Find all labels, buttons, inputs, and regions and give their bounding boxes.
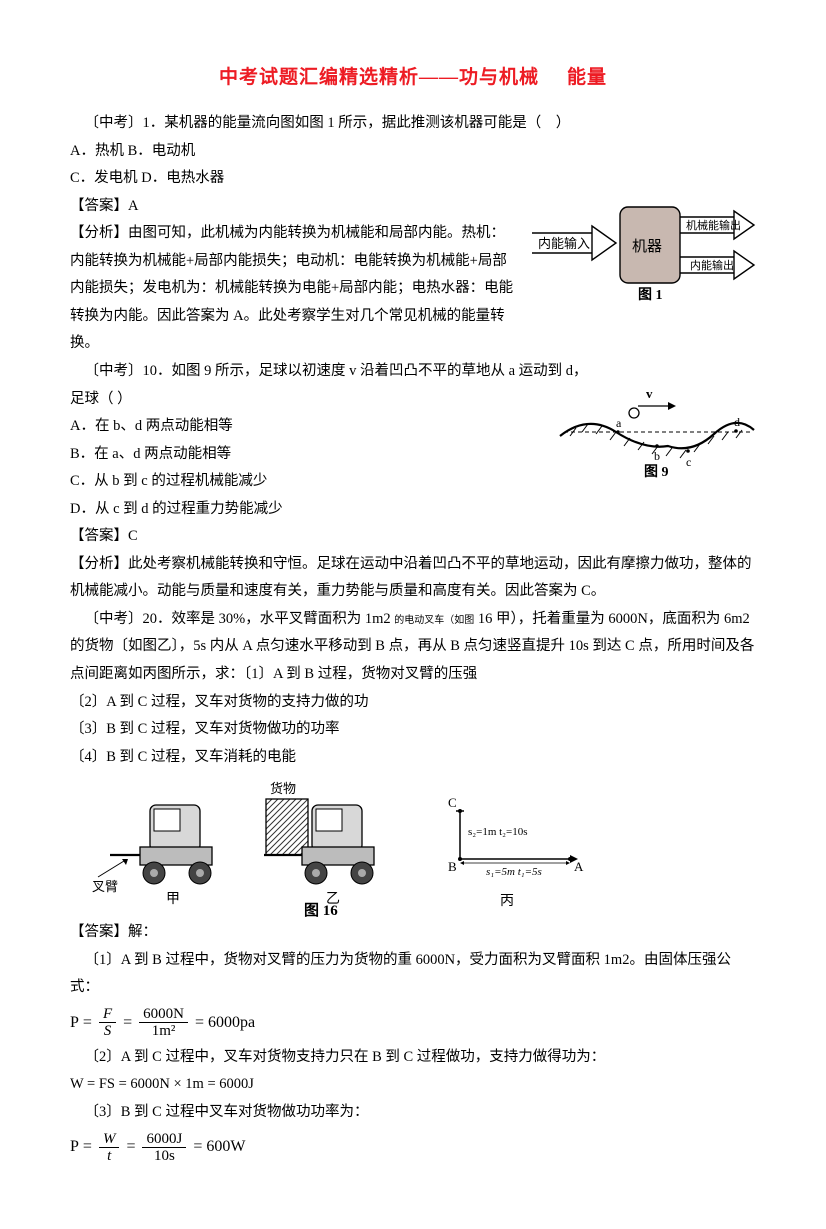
q20-sub2: 〔2〕A 到 C 过程，叉车对货物的支持力做的功	[70, 689, 756, 717]
q1-stem: 〔中考〕1．某机器的能量流向图如图 1 所示，据此推测该机器可能是（ ）	[70, 110, 756, 138]
q20-eq1: P = F S = 6000N 1m² = 6000pa	[70, 1006, 756, 1040]
svg-text:a: a	[616, 416, 622, 430]
fig16-jia: 甲	[166, 892, 180, 907]
q20-eq3: P = W t = 6000J 10s = 600W	[70, 1131, 756, 1165]
fig16-caption: 图 16	[304, 902, 338, 917]
fig16-chabi: 叉臂	[92, 879, 118, 894]
title-part2: 能量	[567, 67, 607, 88]
q10-stem: 〔中考〕10．如图 9 所示，足球以初速度 v 沿着凹凸不平的草地从 a 运动到…	[70, 358, 756, 386]
q20-ans-head: 【答案】解：	[70, 919, 756, 947]
fig1-box-label: 机器	[632, 238, 662, 255]
fig9-caption: 图 9	[644, 464, 669, 478]
fig1-in-label: 内能输入	[538, 236, 590, 251]
figure-1: 内能输入 机器 机械能输出 内能输出 图 1	[528, 193, 756, 303]
fig1-out1: 机械能输出	[686, 218, 741, 232]
fig9-v: v	[646, 386, 653, 401]
svg-text:C: C	[448, 795, 457, 810]
title-part1: 中考试题汇编精选精析——功与机械	[219, 67, 539, 88]
figure-9: v a b c d 图 9	[558, 386, 756, 478]
q10-optD: D．从 c 到 d 的过程重力势能减少	[70, 496, 756, 524]
q20-sol1: 〔1〕A 到 B 过程中，货物对叉臂的压力为货物的重 6000N，受力面积为叉臂…	[70, 947, 756, 1002]
q20-stem: 〔中考〕20．效率是 30%，水平叉臂面积为 1m2 的电动叉车（如图 16 甲…	[70, 606, 756, 689]
fig16-bing: 丙	[500, 894, 514, 909]
fig16-s1: s₁=5m t₁=5s	[486, 866, 542, 878]
svg-text:c: c	[686, 455, 691, 469]
q20-sub4: 〔4〕B 到 C 过程，叉车消耗的电能	[70, 744, 756, 772]
svg-text:b: b	[654, 449, 660, 463]
fig16-s2: s₂=1m t₂=10s	[468, 826, 528, 838]
q20-sol3: 〔3〕B 到 C 过程中叉车对货物做功功率为：	[70, 1099, 756, 1127]
figure-16: 叉臂 甲 货物 乙	[70, 777, 756, 917]
fig16-huowu: 货物	[270, 781, 296, 796]
q1-optC: C．发电机 D．电热水器	[70, 165, 756, 193]
figure-16-svg: 叉臂 甲 货物 乙	[70, 777, 590, 917]
fig1-out2: 内能输出	[690, 258, 734, 272]
svg-text:d: d	[734, 415, 740, 429]
page-title: 中考试题汇编精选精析——功与机械 能量	[70, 60, 756, 96]
q10-analysis: 【分析】此处考察机械能转换和守恒。足球在运动中沿着凹凸不平的草地运动，因此有摩擦…	[70, 551, 756, 606]
q20-sol2: 〔2〕A 到 C 过程中，叉车对货物支持力只在 B 到 C 过程做功，支持力做得…	[70, 1044, 756, 1072]
svg-text:B: B	[448, 859, 457, 874]
figure-1-svg: 内能输入 机器 机械能输出 内能输出 图 1	[528, 193, 756, 303]
figure-9-svg: v a b c d 图 9	[558, 386, 756, 478]
q1-optA: A．热机 B．电动机	[70, 138, 756, 166]
q20-eq2: W = FS = 6000N × 1m = 6000J	[70, 1071, 756, 1099]
q10-ans: 【答案】C	[70, 523, 756, 551]
fig1-caption: 图 1	[638, 287, 663, 303]
svg-text:A: A	[574, 859, 584, 874]
q20-sub3: 〔3〕B 到 C 过程，叉车对货物做功的功率	[70, 716, 756, 744]
